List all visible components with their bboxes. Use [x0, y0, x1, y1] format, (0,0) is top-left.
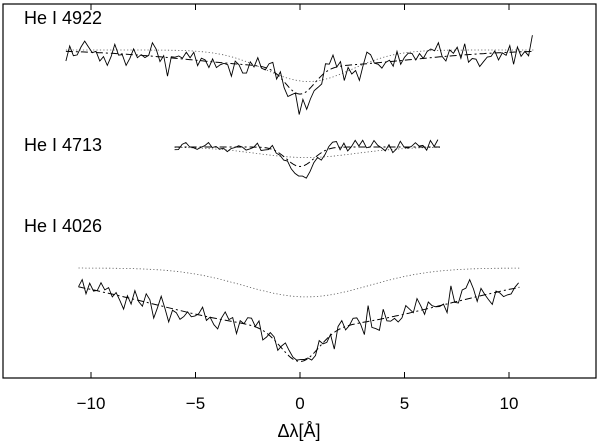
fit-profile: [174, 146, 440, 168]
x-tick-label: −10: [77, 394, 106, 413]
fit-profile: [65, 50, 535, 95]
spectrum-label: He I 4922: [24, 8, 102, 28]
observed-spectrum: [65, 35, 533, 115]
observed-spectrum: [78, 278, 519, 361]
component-profile: [65, 49, 535, 82]
x-tick-label: 0: [295, 394, 304, 413]
component-profile: [174, 146, 440, 158]
x-tick-label: 5: [400, 394, 409, 413]
x-axis-label: Δλ[Å]: [277, 421, 320, 441]
spectrum-label: He I 4026: [24, 216, 102, 236]
spectrum-labels: He I 4922 He I 4713 He I 4026: [24, 8, 102, 236]
x-tick-label: −5: [186, 394, 205, 413]
plot-frame: [2, 3, 597, 379]
x-tick-label: 10: [500, 394, 519, 413]
fit-profile: [78, 286, 520, 363]
spectra: [65, 35, 535, 363]
component-profile: [78, 267, 520, 298]
observed-spectrum: [174, 139, 439, 179]
spectrum-label: He I 4713: [24, 135, 102, 155]
x-ticks: −10 −5 0 5 10: [77, 4, 519, 413]
